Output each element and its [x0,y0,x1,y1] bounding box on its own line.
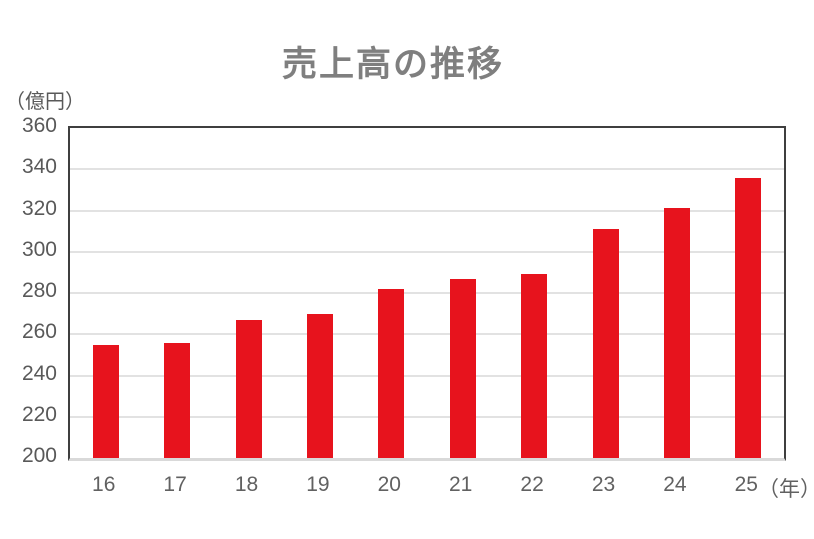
x-tick-label-17: 17 [163,473,187,496]
gridline-300 [70,250,784,253]
x-tick-label-24: 24 [663,473,687,496]
gridline-240 [70,374,784,377]
x-tick-label-22: 22 [520,473,544,496]
bar-24 [663,208,690,458]
bar-22 [521,274,548,458]
x-tick-label-25: 25 [734,473,758,496]
gridline-260 [70,333,784,336]
x-tick-label-20: 20 [377,473,401,496]
gridline-280 [70,292,784,294]
y-tick-label-200: 200 [21,444,57,467]
bar-16 [92,344,119,458]
x-tick-label-23: 23 [591,473,616,496]
x-axis-labels: 16 17 18 19 20 21 22 23 24 25 [68,473,782,499]
bar-18 [235,319,262,458]
y-tick-label-220: 220 [21,402,57,426]
x-tick-label-18: 18 [234,473,259,496]
gridline-320 [70,209,784,212]
y-tick-label-260: 260 [21,320,57,344]
chart-title: 売上高の推移 [281,45,504,84]
y-tick-label-280: 280 [21,279,57,302]
plot-area [68,126,786,461]
y-axis-unit-label: （億円） [5,91,85,113]
bar-19 [306,313,333,458]
x-axis-unit-label: （年） [758,478,814,501]
bar-25 [735,177,762,458]
x-tick-label-21: 21 [449,473,473,496]
y-tick-label-320: 320 [21,196,57,220]
bar-20 [378,288,405,458]
bar-23 [592,229,619,458]
bar-21 [449,278,476,458]
x-tick-label-16: 16 [92,473,116,496]
x-tick-label-19: 19 [306,473,330,496]
gridline-340 [70,168,784,171]
y-tick-label-340: 340 [21,155,57,179]
y-tick-label-240: 240 [21,361,57,385]
bar-17 [164,342,191,458]
y-tick-label-360: 360 [21,114,57,137]
gridline-220 [70,415,784,418]
y-tick-label-300: 300 [21,237,57,261]
